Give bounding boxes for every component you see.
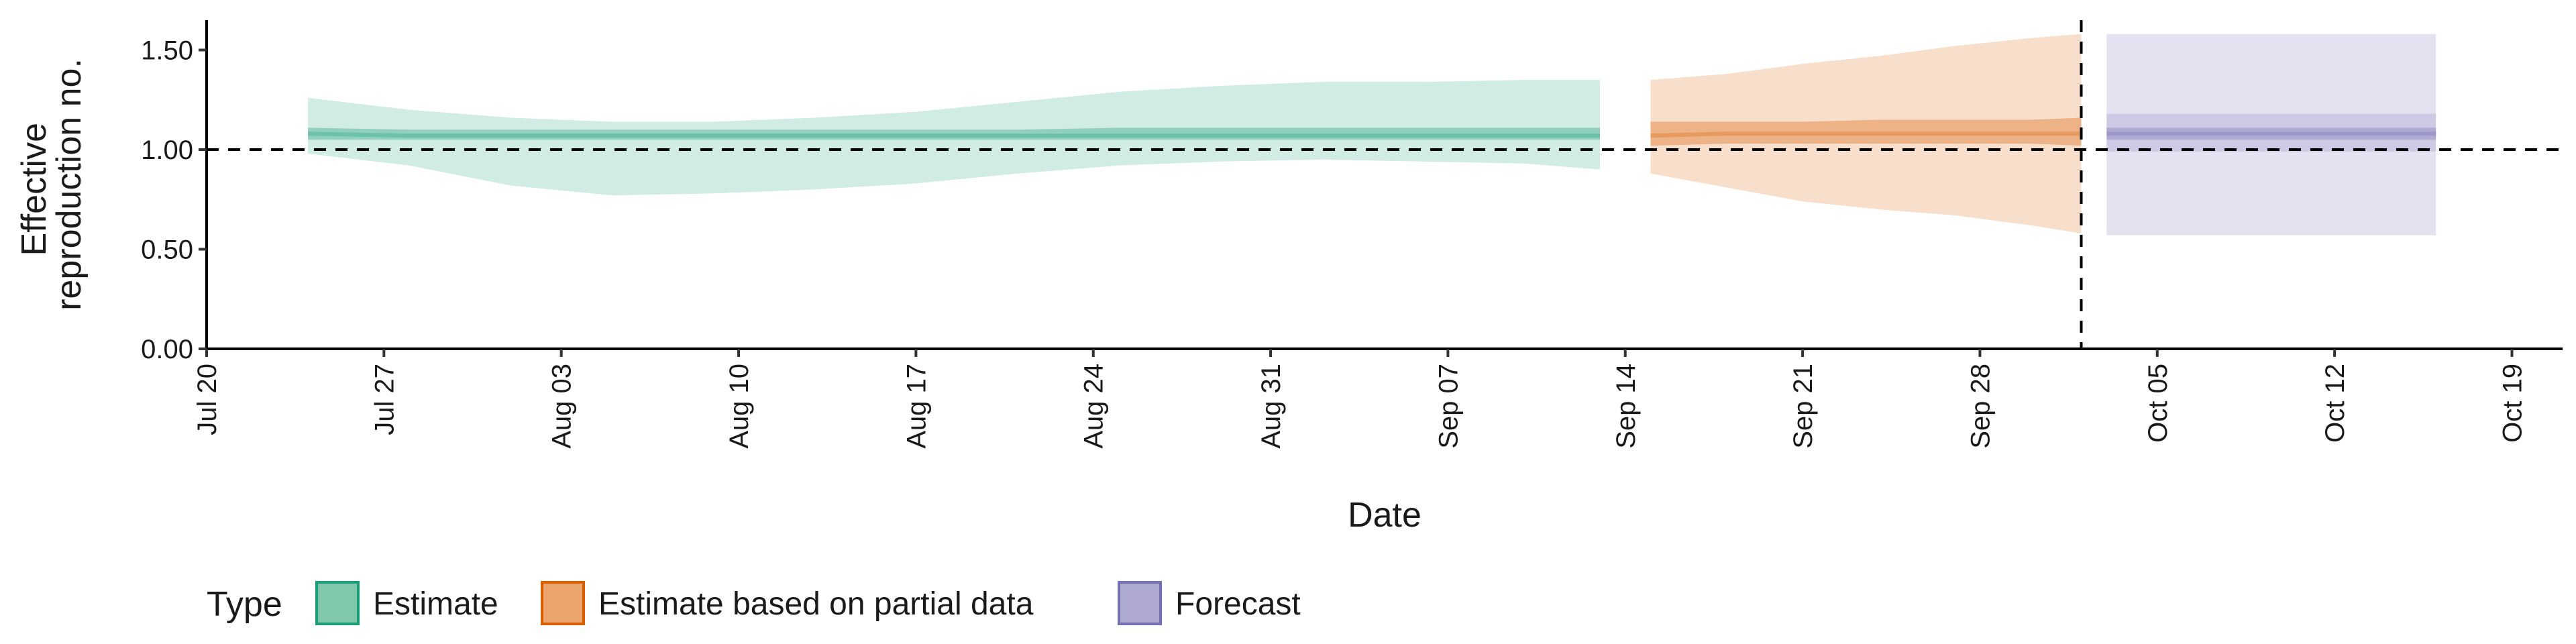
y-axis-title: Effective reproduction no. [15,58,89,311]
legend-key-forecast [1118,581,1162,625]
x-tick-label: Sep 21 [1788,364,1818,449]
legend-label-estimate-based-on-partial-data: Estimate based on partial data [598,586,1034,622]
x-tick-label: Aug 10 [724,364,754,449]
legend-key-estimate [315,581,360,625]
x-tick-label: Oct 12 [2320,364,2350,443]
y-tick-label: 0.00 [141,335,193,364]
legend-key-estimate-based-on-partial-data [541,581,585,625]
y-axis-ticks: 0.00 0.50 1.00 1.50 [141,36,207,364]
y-axis-title-line-2: reproduction no. [50,58,89,311]
estimate-median-line [308,131,1600,138]
estimate-based-on-partial-data-band-90 [1650,34,2082,233]
estimate-based-on-partial-data-median-line [1650,131,2082,138]
forecast-band-90 [2106,34,2436,235]
y-tick-label: 0.50 [141,235,193,265]
x-tick-label: Oct 05 [2143,364,2173,443]
ribbon-bands [308,34,2436,235]
x-tick-label: Aug 03 [547,364,577,449]
x-tick-label: Aug 17 [902,364,931,449]
median-lines [308,131,2436,138]
y-axis-title-line-1: Effective [15,123,54,256]
legend-title: Type [207,585,282,624]
x-tick-label: Aug 24 [1079,364,1109,449]
estimate-based-on-partial-data-band-50 [1650,117,2082,146]
estimate-band-90 [308,80,1601,196]
x-axis-ticks: Jul 20 Jul 27 Aug 03 Aug 10 Aug 17 Aug 24 Aug … [193,349,2527,449]
x-axis-title: Date [1348,496,1421,535]
estimate-band-50 [308,127,1601,140]
x-tick-label: Jul 20 [193,364,222,435]
legend-label-forecast: Forecast [1175,586,1301,622]
forecast-band-75 [2106,113,2436,152]
legend-label-estimate: Estimate [373,586,498,622]
x-tick-label: Sep 07 [1434,364,1463,449]
x-tick-label: Aug 31 [1256,364,1286,449]
forecast-band-50 [2106,127,2436,140]
y-tick-label: 1.00 [141,136,193,165]
x-tick-label: Sep 14 [1611,364,1641,449]
x-tick-label: Jul 27 [370,364,399,435]
legend: Type Estimate Estimate based on partial d… [207,581,1301,625]
x-tick-label: Sep 28 [1966,364,1995,449]
x-tick-label: Oct 19 [2498,364,2527,443]
y-tick-label: 1.50 [141,36,193,66]
